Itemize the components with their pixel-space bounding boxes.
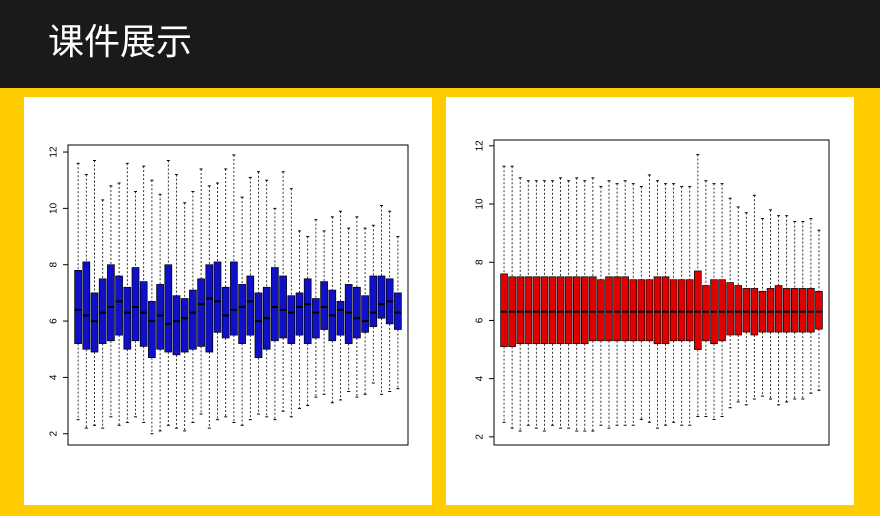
box xyxy=(589,276,597,342)
box xyxy=(556,276,565,345)
box xyxy=(645,279,654,342)
box xyxy=(82,261,91,350)
y-tick-label: 6 xyxy=(49,318,60,324)
box xyxy=(139,281,148,347)
box xyxy=(115,275,123,336)
box xyxy=(597,279,605,342)
plot-frame xyxy=(67,144,409,446)
box xyxy=(532,276,541,345)
y-tick-label: 2 xyxy=(475,434,486,440)
box xyxy=(123,286,132,350)
box xyxy=(221,286,230,339)
box xyxy=(815,290,823,330)
box xyxy=(516,276,524,345)
box xyxy=(742,288,751,333)
y-tick-label: 8 xyxy=(49,261,60,267)
box xyxy=(180,298,189,353)
box xyxy=(131,267,140,342)
box xyxy=(172,295,181,356)
box xyxy=(605,276,613,342)
y-tick-label: 10 xyxy=(475,198,486,210)
box xyxy=(369,275,378,328)
box xyxy=(279,275,287,339)
box xyxy=(246,275,255,336)
box xyxy=(148,300,156,359)
header: 课件展示 xyxy=(0,0,880,88)
box xyxy=(213,261,222,333)
box xyxy=(271,267,279,342)
box xyxy=(807,288,815,333)
box xyxy=(734,285,742,336)
box xyxy=(621,276,629,342)
box xyxy=(500,273,508,347)
box xyxy=(197,278,205,347)
y-tick-label: 10 xyxy=(49,202,60,214)
box xyxy=(548,276,557,345)
y-tick-label: 4 xyxy=(49,374,60,380)
box xyxy=(394,292,402,330)
box xyxy=(287,295,296,344)
box xyxy=(774,285,783,333)
box xyxy=(629,279,638,342)
box xyxy=(694,270,702,350)
box xyxy=(344,284,353,344)
box xyxy=(685,279,694,342)
box xyxy=(766,288,775,333)
box xyxy=(677,279,686,342)
box xyxy=(782,288,791,333)
box xyxy=(613,276,621,342)
box xyxy=(661,276,670,345)
box xyxy=(98,278,107,344)
y-tick-label: 12 xyxy=(49,146,60,158)
box xyxy=(637,279,646,342)
box xyxy=(156,284,164,350)
box xyxy=(303,278,312,344)
box xyxy=(320,281,328,330)
box xyxy=(726,282,734,336)
box xyxy=(254,292,263,359)
box xyxy=(377,275,386,319)
y-tick-label: 2 xyxy=(49,431,60,437)
box xyxy=(312,298,320,339)
box xyxy=(572,276,581,345)
box xyxy=(653,276,662,345)
box xyxy=(189,289,197,350)
box xyxy=(581,276,589,345)
y-tick-label: 6 xyxy=(475,317,486,323)
box xyxy=(107,264,115,342)
box xyxy=(718,279,726,342)
box xyxy=(564,276,573,345)
box xyxy=(702,285,710,342)
box xyxy=(790,288,799,333)
box xyxy=(799,288,807,333)
box xyxy=(336,300,345,336)
box xyxy=(205,264,214,353)
header-title: 课件展示 xyxy=(48,22,193,63)
box xyxy=(90,292,99,353)
box xyxy=(295,292,304,336)
box xyxy=(238,284,246,344)
plot-frame xyxy=(493,139,830,446)
box xyxy=(164,264,173,353)
box xyxy=(230,261,238,336)
box xyxy=(524,276,533,345)
box xyxy=(669,279,678,342)
y-tick-label: 8 xyxy=(475,259,486,265)
box xyxy=(540,276,549,345)
box xyxy=(74,270,82,344)
y-tick-label: 4 xyxy=(475,375,486,381)
y-tick-label: 12 xyxy=(475,140,486,152)
box xyxy=(361,295,369,333)
box xyxy=(353,286,361,339)
